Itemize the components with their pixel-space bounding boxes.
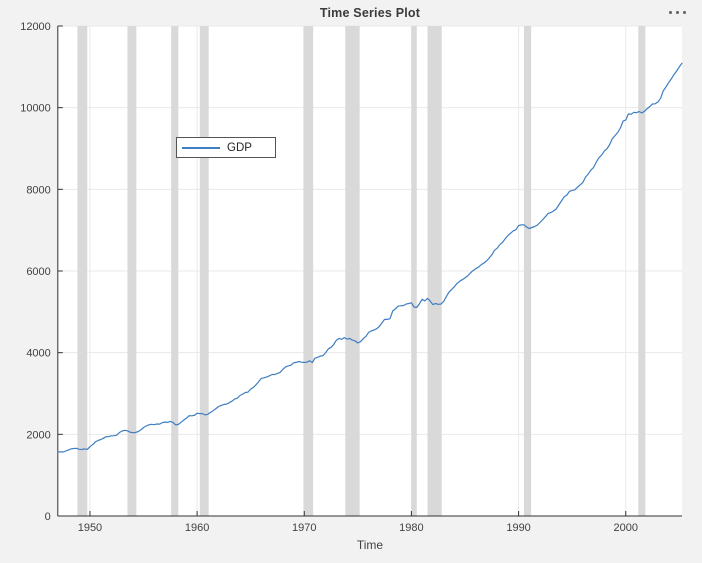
y-tick-label: 6000 bbox=[26, 266, 50, 278]
x-tick-label: 1970 bbox=[292, 522, 316, 534]
chart-title: Time Series Plot bbox=[319, 6, 421, 20]
recession-band bbox=[345, 26, 360, 516]
y-tick-label: 12000 bbox=[20, 21, 51, 33]
x-tick-label: 2000 bbox=[613, 522, 637, 534]
y-tick-label: 2000 bbox=[26, 429, 50, 441]
x-tick-label: 1980 bbox=[399, 522, 423, 534]
legend-label-gdp: GDP bbox=[227, 141, 252, 154]
recession-band bbox=[199, 26, 209, 516]
recession-band bbox=[303, 26, 314, 516]
recession-band bbox=[523, 26, 532, 516]
x-axis-label: Time bbox=[356, 538, 384, 552]
recession-band bbox=[427, 26, 442, 516]
legend[interactable]: GDP bbox=[176, 137, 276, 158]
gdp-line[interactable] bbox=[57, 62, 683, 453]
recession-band bbox=[127, 26, 137, 516]
x-tick-label: 1990 bbox=[506, 522, 530, 534]
more-options-button[interactable] bbox=[659, 4, 695, 20]
recession-band bbox=[638, 26, 646, 516]
ellipsis-icon bbox=[668, 10, 672, 14]
y-tick-label: 10000 bbox=[20, 103, 51, 115]
y-tick-label: 4000 bbox=[26, 348, 50, 360]
recession-band bbox=[171, 26, 179, 516]
x-tick-label: 1960 bbox=[185, 522, 209, 534]
x-tick-label: 1950 bbox=[78, 522, 102, 534]
recession-band bbox=[411, 26, 417, 516]
ellipsis-icon bbox=[682, 10, 686, 14]
y-tick-label: 8000 bbox=[26, 184, 50, 196]
recession-band bbox=[77, 26, 88, 516]
y-tick-label: 0 bbox=[45, 511, 51, 523]
ellipsis-icon bbox=[675, 10, 679, 14]
legend-line-sample-gdp bbox=[182, 146, 220, 149]
